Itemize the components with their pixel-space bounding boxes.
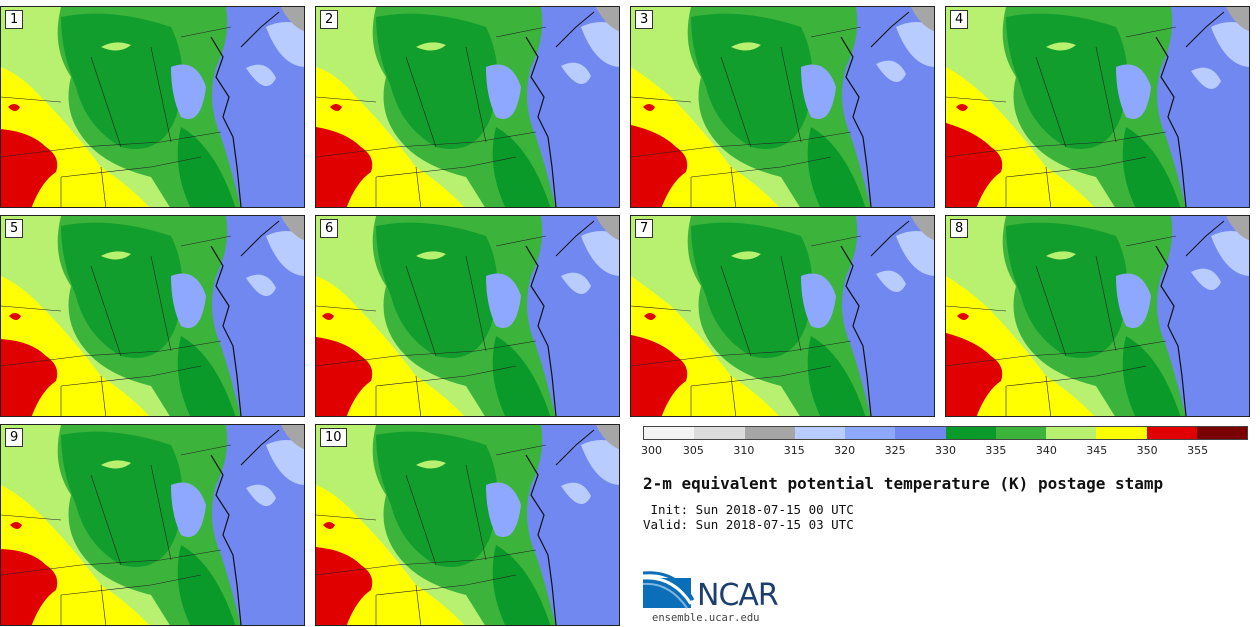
colorbar-tick-label: 335 xyxy=(985,444,1007,457)
colorbar-tick-label: 345 xyxy=(1086,444,1108,457)
colorbar-swatch xyxy=(1146,427,1197,439)
colorbar-swatch xyxy=(644,427,695,439)
colorbar-swatch xyxy=(895,427,946,439)
map-panel: 5 xyxy=(0,215,305,417)
panel-number: 4 xyxy=(950,10,969,29)
panel-number: 2 xyxy=(320,10,339,29)
colorbar-swatch xyxy=(794,427,845,439)
panel-number: 8 xyxy=(950,219,969,238)
colorbar-swatch xyxy=(945,427,996,439)
colorbar-tick-label: 325 xyxy=(884,444,906,457)
colorbar-swatch xyxy=(744,427,795,439)
colorbar-swatch xyxy=(694,427,745,439)
colorbar-tick-label: 340 xyxy=(1035,444,1057,457)
figure-title: 2-m equivalent potential temperature (K)… xyxy=(643,474,1164,493)
map-panel: 2 xyxy=(315,6,620,208)
map-panel: 4 xyxy=(945,6,1250,208)
ncar-logo-icon xyxy=(643,571,695,609)
colorbar-tick-label: 330 xyxy=(935,444,956,457)
colorbar-tick-label: 350 xyxy=(1136,444,1158,457)
colorbar-tick-label: 310 xyxy=(733,444,755,457)
panel-number: 6 xyxy=(320,219,339,238)
valid-time: Valid: Sun 2018-07-15 03 UTC xyxy=(643,517,854,532)
map-panel: 6 xyxy=(315,215,620,417)
colorbar-swatch xyxy=(845,427,896,439)
panel-number: 3 xyxy=(635,10,654,29)
ncar-logo-text: NCAR xyxy=(697,578,779,613)
map-panel: 8 xyxy=(945,215,1250,417)
colorbar-tick-label: 315 xyxy=(783,444,805,457)
colorbar-tick-label: 305 xyxy=(682,444,704,457)
map-panel: 3 xyxy=(630,6,935,208)
colorbar-swatch xyxy=(1196,427,1247,439)
init-time: Init: Sun 2018-07-15 00 UTC xyxy=(643,502,854,517)
panel-number: 9 xyxy=(5,428,24,447)
map-panel: 1 xyxy=(0,6,305,208)
site-url: ensemble.ucar.edu xyxy=(652,612,760,624)
colorbar xyxy=(643,426,1248,440)
colorbar-swatch xyxy=(1046,427,1097,439)
panel-number: 1 xyxy=(5,10,24,29)
panel-number: 5 xyxy=(5,219,24,238)
colorbar-swatch xyxy=(995,427,1046,439)
colorbar-tick-label: 355 xyxy=(1187,444,1209,457)
colorbar-swatch xyxy=(1096,427,1147,439)
panel-number: 10 xyxy=(320,428,347,447)
colorbar-tick-label: 320 xyxy=(834,444,856,457)
map-panel: 7 xyxy=(630,215,935,417)
panel-number: 7 xyxy=(635,219,654,238)
colorbar-tick-label: 300 xyxy=(641,444,662,457)
colorbar-ticks: 300 305 310 315 320 325 330 335 340 345 350 355 xyxy=(641,444,1248,460)
map-panel: 10 xyxy=(315,424,620,626)
map-panel: 9 xyxy=(0,424,305,626)
